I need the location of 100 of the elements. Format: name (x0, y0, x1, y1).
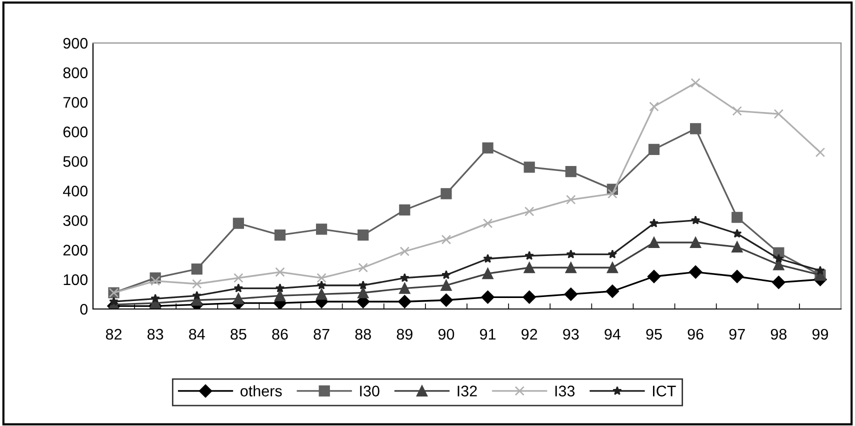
point (688, 265, 702, 279)
point (400, 246, 410, 256)
point (732, 106, 742, 116)
point (649, 102, 659, 112)
point (564, 288, 578, 301)
point (399, 282, 410, 294)
point (192, 279, 202, 289)
x-tick-label: 82 (106, 328, 122, 340)
legend-label: I32 (458, 386, 477, 396)
point (191, 264, 202, 275)
point (608, 249, 618, 258)
point (648, 144, 660, 155)
point (732, 212, 743, 223)
point (358, 280, 368, 290)
point (816, 266, 825, 275)
point (483, 254, 492, 263)
y-tick-label: 900 (63, 38, 88, 49)
legend-label: I30 (360, 386, 380, 396)
point (440, 280, 452, 291)
y-tick-label: 0 (80, 304, 88, 315)
x-tick-label: 99 (812, 328, 828, 340)
point (192, 290, 202, 300)
x-tick-label: 92 (522, 328, 538, 340)
point (606, 284, 620, 298)
x-tick-label: 87 (314, 328, 330, 340)
x-tick-label: 96 (688, 328, 704, 340)
point (441, 234, 452, 244)
point (524, 250, 534, 260)
point (690, 215, 700, 224)
point (524, 162, 535, 173)
point (234, 283, 244, 292)
point (732, 241, 743, 252)
x-tick-label: 95 (646, 328, 662, 340)
y-tick-label: 100 (64, 274, 88, 286)
point (565, 166, 576, 178)
point (232, 218, 244, 229)
point (274, 230, 286, 241)
point (275, 267, 285, 277)
point (316, 288, 328, 300)
point (524, 206, 534, 216)
x-tick-label: 91 (480, 328, 496, 340)
point (648, 236, 660, 248)
point (606, 262, 618, 274)
point (690, 123, 702, 134)
point (690, 236, 702, 248)
point (522, 290, 536, 304)
point (232, 293, 244, 304)
point (358, 262, 368, 272)
point (565, 262, 576, 274)
y-tick-label: 600 (63, 126, 88, 138)
point (690, 78, 700, 88)
point (482, 268, 494, 280)
y-tick-label: 500 (63, 156, 88, 167)
point (772, 276, 786, 289)
point (524, 262, 535, 274)
point (566, 194, 576, 205)
x-tick-label: 90 (438, 328, 454, 340)
point (316, 280, 326, 290)
point (234, 273, 244, 283)
point (399, 204, 410, 216)
x-tick-label: 89 (396, 328, 412, 340)
point (649, 218, 659, 228)
point (358, 287, 369, 298)
point (398, 295, 412, 308)
point (732, 228, 742, 238)
point (400, 273, 410, 282)
x-tick-label: 85 (230, 328, 246, 340)
y-tick-label: 800 (63, 67, 88, 78)
point (482, 218, 493, 228)
point (275, 283, 285, 292)
point (442, 270, 451, 280)
point (316, 224, 328, 235)
x-tick-label: 93 (563, 328, 579, 340)
legend-label: others (240, 385, 282, 396)
point (730, 270, 744, 284)
point (316, 273, 326, 283)
x-tick-label: 94 (604, 328, 620, 340)
point (815, 147, 826, 158)
point (274, 290, 286, 302)
point (774, 254, 784, 263)
point (440, 188, 452, 200)
x-tick-label: 86 (272, 328, 288, 340)
legend-label: I33 (555, 386, 575, 396)
x-tick-label: 84 (189, 328, 205, 340)
point (481, 290, 494, 304)
x-tick-label: 83 (148, 328, 164, 340)
y-tick-label: 400 (63, 186, 88, 196)
y-tick-label: 200 (63, 244, 88, 256)
point (109, 296, 118, 306)
x-tick-label: 88 (355, 328, 371, 340)
point (482, 142, 494, 154)
point (647, 270, 661, 284)
point (566, 249, 576, 258)
point (608, 188, 618, 199)
y-tick-label: 700 (63, 96, 88, 108)
point (774, 109, 784, 119)
point (358, 230, 369, 241)
x-tick-label: 97 (729, 328, 745, 340)
x-tick-label: 98 (770, 328, 786, 340)
legend-label: ICT (653, 386, 676, 396)
